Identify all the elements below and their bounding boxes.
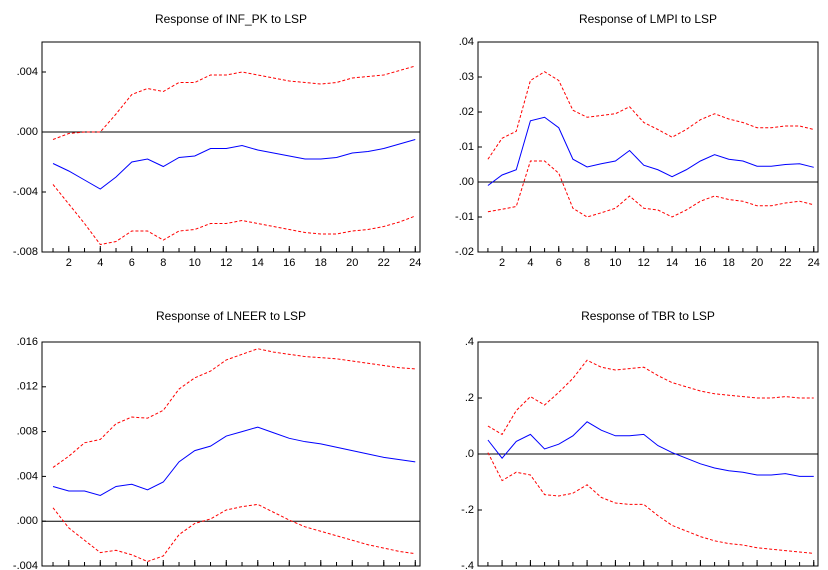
band-line bbox=[52, 65, 416, 140]
band-line bbox=[487, 71, 814, 160]
y-tick-label: .02 bbox=[459, 106, 474, 118]
band-line bbox=[52, 503, 416, 563]
y-tick-label: .004 bbox=[17, 470, 38, 482]
x-tick-label: 14 bbox=[666, 257, 678, 269]
band-line bbox=[487, 452, 814, 554]
band-line bbox=[52, 348, 416, 468]
response-line bbox=[52, 139, 416, 190]
y-tick-label: .016 bbox=[17, 336, 38, 348]
response-line bbox=[487, 421, 814, 477]
x-tick-label: 10 bbox=[189, 257, 201, 269]
x-tick-label: 12 bbox=[220, 257, 232, 269]
x-tick-label: 4 bbox=[97, 257, 103, 269]
x-tick-label: 6 bbox=[129, 257, 135, 269]
y-tick-label: -.004 bbox=[13, 186, 38, 198]
band-line bbox=[487, 359, 814, 436]
x-tick-label: 2 bbox=[66, 257, 72, 269]
y-tick-label: .000 bbox=[17, 126, 38, 138]
x-tick-label: 12 bbox=[638, 257, 650, 269]
x-tick-label: 10 bbox=[609, 257, 621, 269]
x-tick-label: 8 bbox=[584, 257, 590, 269]
x-tick-label: 4 bbox=[527, 257, 533, 269]
panel: Response of LNEER to LSP -.004 .000 .004 .00… bbox=[13, 309, 421, 570]
x-tick-label: 20 bbox=[346, 257, 358, 269]
y-tick-label: -.02 bbox=[455, 246, 474, 258]
y-tick-label: .012 bbox=[17, 381, 38, 393]
y-tick-label: .01 bbox=[459, 141, 474, 153]
y-tick-label: -.004 bbox=[13, 560, 38, 570]
y-tick-label: .000 bbox=[17, 515, 38, 527]
y-tick-label: -.008 bbox=[13, 246, 38, 258]
x-tick-label: 18 bbox=[723, 257, 735, 269]
panel-title: Response of TBR to LSP bbox=[581, 309, 715, 323]
x-tick-label: 2 bbox=[499, 257, 505, 269]
panel: Response of INF_PK to LSP -.008 -.004 .000.… bbox=[13, 12, 421, 269]
x-tick-label: 22 bbox=[779, 257, 791, 269]
x-tick-label: 16 bbox=[283, 257, 295, 269]
band-line bbox=[487, 160, 814, 218]
y-tick-label: -.2 bbox=[461, 504, 474, 516]
y-tick-label: -.4 bbox=[461, 560, 474, 570]
x-tick-label: 18 bbox=[315, 257, 327, 269]
x-tick-label: 16 bbox=[694, 257, 706, 269]
y-tick-label: .008 bbox=[17, 426, 38, 438]
panel-title: Response of LNEER to LSP bbox=[156, 309, 306, 323]
plot-frame bbox=[477, 41, 819, 253]
x-tick-label: 24 bbox=[808, 257, 820, 269]
x-tick-label: 24 bbox=[409, 257, 421, 269]
response-line bbox=[52, 426, 416, 496]
x-tick-label: 6 bbox=[556, 257, 562, 269]
y-tick-label: .03 bbox=[459, 71, 474, 83]
panel-title: Response of LMPI to LSP bbox=[579, 12, 717, 26]
x-tick-label: 22 bbox=[378, 257, 390, 269]
y-tick-label: .0 bbox=[465, 448, 474, 460]
y-tick-label: -.01 bbox=[455, 211, 474, 223]
response-line bbox=[487, 116, 814, 186]
y-tick-label: .004 bbox=[17, 66, 38, 78]
panel: Response of TBR to LSP-.4-.2.0.2.4246810… bbox=[461, 309, 819, 570]
x-tick-label: 8 bbox=[160, 257, 166, 269]
plot-frame bbox=[41, 341, 421, 567]
panel: Response of LMPI to LSP -.02 -.01 .00 .01 .02… bbox=[455, 12, 820, 269]
y-tick-label: .00 bbox=[459, 176, 474, 188]
band-line bbox=[52, 184, 416, 246]
x-tick-label: 20 bbox=[751, 257, 763, 269]
panel-title: Response of INF_PK to LSP bbox=[155, 12, 307, 26]
y-tick-label: .4 bbox=[465, 336, 474, 348]
x-tick-label: 14 bbox=[252, 257, 264, 269]
plot-frame bbox=[41, 41, 421, 253]
y-tick-label: .04 bbox=[459, 36, 474, 48]
y-tick-label: .2 bbox=[465, 392, 474, 404]
